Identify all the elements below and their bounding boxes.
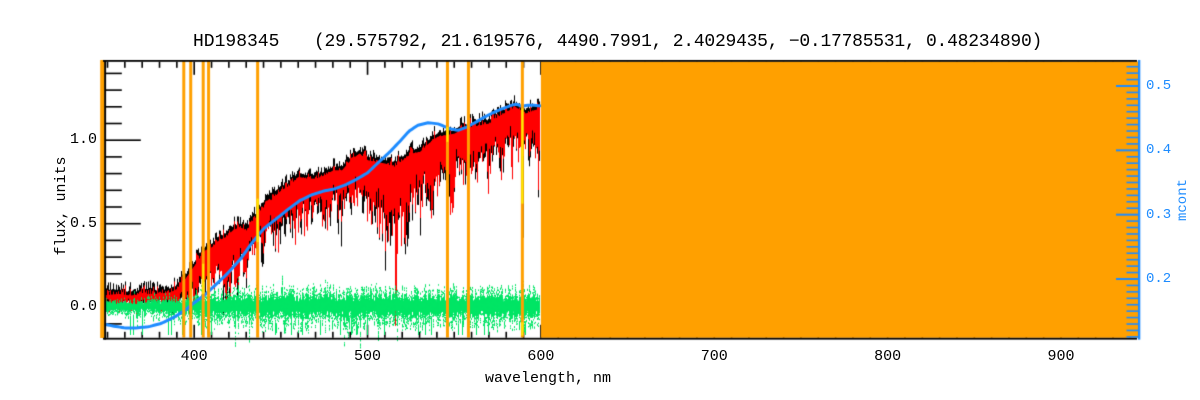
mcont-tick-label: 0.2: [1146, 270, 1172, 287]
mcont-tick-label: 0.4: [1146, 142, 1172, 159]
plot-title-star: HD198345: [193, 32, 280, 52]
x-tick-label: 800: [874, 348, 902, 365]
flux-tick-label: 1.0: [69, 131, 97, 149]
plot-title-parameters: (29.575792, 21.619576, 4490.7991, 2.4029…: [314, 32, 1043, 52]
x-tick-label: 500: [354, 348, 382, 365]
x-tick-label: 400: [180, 348, 208, 365]
mcont-tick-label: 0.5: [1146, 78, 1172, 94]
flux-tick-label: 0.5: [69, 214, 97, 232]
x-tick-label: 900: [1047, 348, 1075, 365]
x-tick-label: 700: [700, 348, 728, 365]
mcont-tick-label: 0.3: [1146, 206, 1172, 223]
x-tick-label: 600: [527, 348, 555, 365]
flux-tick-label: 0.0: [69, 298, 97, 316]
wavelength-axis-title: wavelength, nm: [484, 370, 612, 387]
